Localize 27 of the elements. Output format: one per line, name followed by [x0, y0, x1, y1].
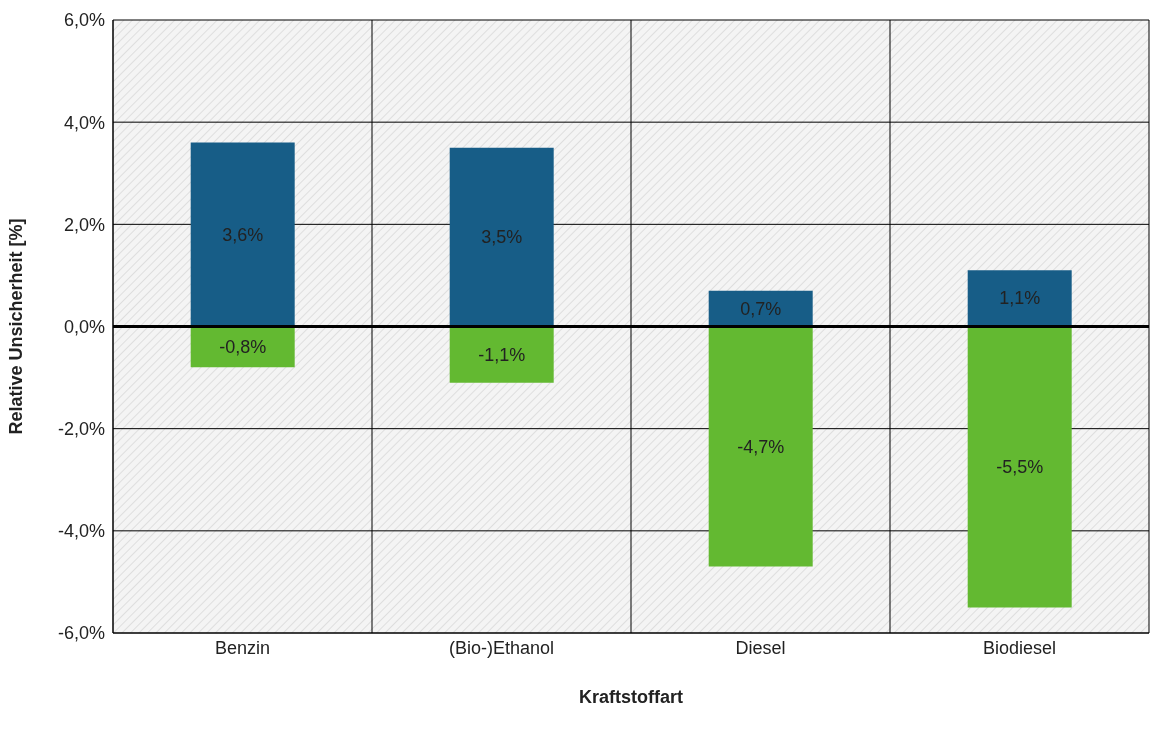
y-tick-label: 4,0% [63, 112, 105, 133]
bar [967, 326, 1072, 608]
y-tick-label: 0,0% [63, 316, 105, 337]
bar [449, 326, 554, 383]
data-label: -1,1% [478, 344, 526, 365]
data-label: 3,6% [222, 224, 264, 245]
x-axis-title: Kraftstoffart [578, 687, 684, 707]
data-label: 3,5% [481, 227, 523, 248]
x-tick-label: Biodiesel [982, 637, 1057, 658]
x-tick-label: (Bio-)Ethanol [448, 637, 555, 658]
y-axis-title: Relative Unsicherheit [%] [6, 218, 27, 435]
y-tick-label: -6,0% [57, 623, 105, 644]
x-tick-label: Benzin [214, 637, 271, 658]
y-tick-label: -2,0% [57, 419, 105, 440]
bar [190, 142, 295, 327]
bar [967, 270, 1072, 327]
data-label: -4,7% [737, 436, 785, 457]
data-label: 0,7% [740, 298, 782, 319]
bar [449, 147, 554, 327]
y-tick-label: -4,0% [57, 521, 105, 542]
y-tick-label: 2,0% [63, 214, 105, 235]
y-tick-label: 6,0% [63, 10, 105, 31]
bar [708, 326, 813, 567]
x-tick-label: Diesel [735, 637, 786, 658]
data-label: -0,8% [219, 336, 267, 357]
data-label: 1,1% [999, 288, 1041, 309]
data-label: -5,5% [996, 456, 1044, 477]
